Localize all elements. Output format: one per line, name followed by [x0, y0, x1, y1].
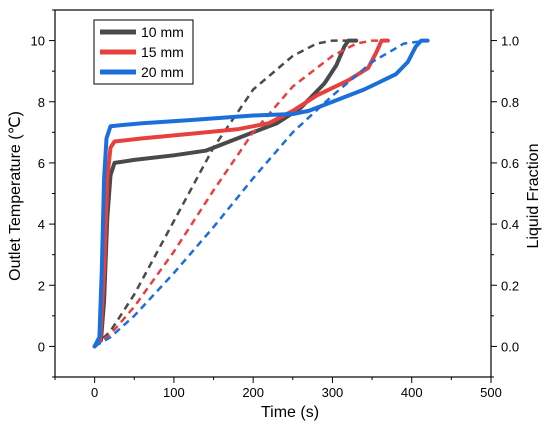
- temperature-line-20mm: [92, 38, 430, 349]
- y-tick-label: 8: [38, 95, 45, 110]
- y-axis-title: Outlet Temperature (℃): [7, 111, 24, 281]
- liquid-fraction-line-15mm: [93, 39, 388, 348]
- x-tick-label: 100: [163, 385, 185, 400]
- x-tick-label: 400: [401, 385, 423, 400]
- y2-tick-label: 0.0: [501, 339, 519, 354]
- legend-label-15mm: 15 mm: [141, 44, 184, 60]
- y2-axis-title: Liquid Fraction: [525, 144, 542, 249]
- y2-tick-label: 0.2: [501, 278, 519, 293]
- x-axis-title: Time (s): [261, 404, 319, 421]
- y2-tick-label: 1.0: [501, 34, 519, 49]
- y-tick-label: 4: [38, 217, 45, 232]
- y-tick-label: 6: [38, 156, 45, 171]
- y-tick-label: 2: [38, 278, 45, 293]
- x-tick-label: 500: [480, 385, 502, 400]
- x-tick-label: 300: [322, 385, 344, 400]
- x-tick-label: 200: [242, 385, 264, 400]
- plot-area: [92, 38, 430, 349]
- legend-label-10mm: 10 mm: [141, 24, 184, 40]
- legend: 10 mm 15 mm 20 mm: [93, 19, 194, 85]
- y2-tick-label: 0.4: [501, 217, 519, 232]
- x-tick-label: 0: [91, 385, 98, 400]
- y2-tick-label: 0.8: [501, 95, 519, 110]
- y2-tick-label: 0.6: [501, 156, 519, 171]
- y-tick-label: 10: [31, 34, 45, 49]
- y-tick-label: 0: [38, 339, 45, 354]
- axes: 0 100 200 300 400 500 0 2 4 6 8 10 0.0 0.2 0.4 0.6 0.8 1.…: [31, 9, 519, 400]
- liquid-fraction-line-10mm: [93, 39, 357, 348]
- liquid-fraction-line-20mm: [93, 39, 428, 348]
- legend-label-20mm: 20 mm: [141, 64, 184, 80]
- temperature-line-10mm: [92, 38, 359, 349]
